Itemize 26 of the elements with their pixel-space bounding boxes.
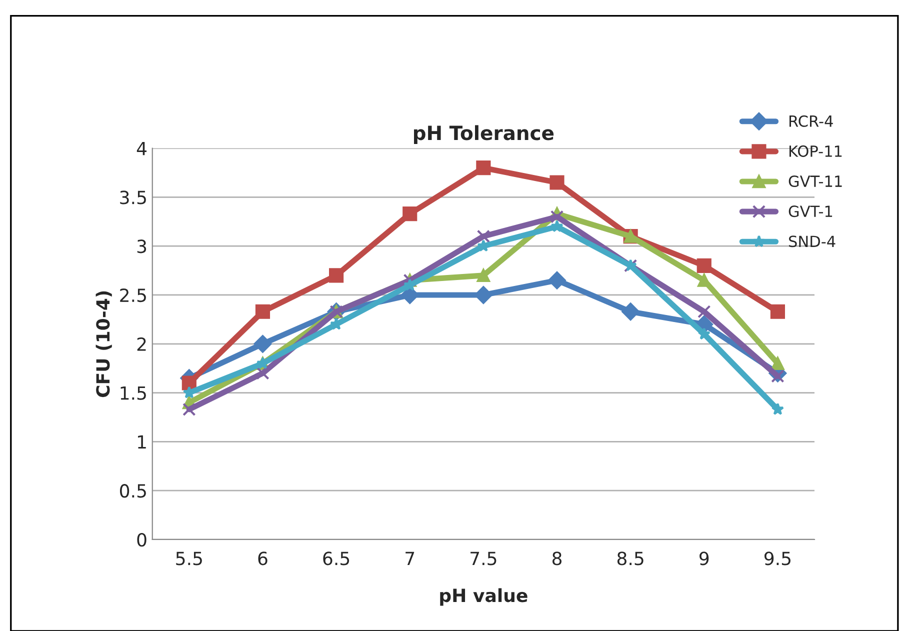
y-tick-label: 1.5: [120, 386, 146, 400]
x-tick-label: 7.5: [470, 552, 496, 566]
y-tick-label: 3: [137, 240, 146, 254]
chart-title: pH Tolerance: [414, 125, 554, 144]
x-tick-label: 6.5: [323, 552, 350, 566]
y-tick-label: 2.5: [120, 288, 146, 302]
legend-label: KOP-11: [789, 145, 842, 157]
x-tick-label: 9.5: [764, 552, 790, 566]
x-tick-label: 5.5: [176, 552, 202, 566]
x-tick-label: 6: [258, 552, 268, 566]
y-tick-label: 1: [138, 435, 146, 449]
y-axis-title: CFU (10-4): [96, 291, 112, 398]
legend-label: GVT-1: [788, 206, 832, 218]
x-tick-label: 8.5: [617, 552, 644, 566]
legend-label: RCR-4: [789, 115, 833, 127]
y-tick-label: 3.5: [120, 190, 146, 204]
y-tick-label: 2: [137, 337, 146, 351]
y-tick-label: 0: [137, 532, 146, 547]
legend-label: SND-4: [789, 236, 836, 248]
y-tick-label: 0.5: [120, 484, 146, 498]
x-tick-label: 7: [406, 552, 414, 566]
y-tick-label: 4: [136, 142, 146, 156]
x-axis-title: pH value: [440, 588, 528, 606]
x-tick-label: 8: [552, 552, 562, 566]
legend-label: GVT-11: [788, 175, 842, 188]
x-tick-label: 9: [700, 552, 709, 566]
